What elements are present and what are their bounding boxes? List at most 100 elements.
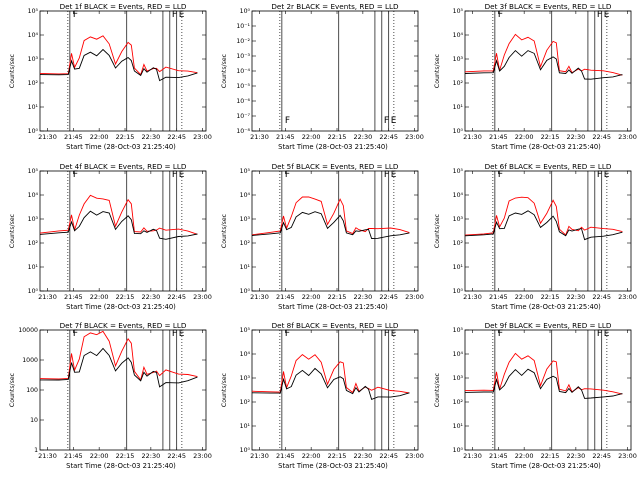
- x-tick-label: 21:45: [276, 133, 295, 141]
- marker-label: E: [179, 329, 185, 339]
- x-tick-label: 21:45: [489, 452, 508, 460]
- y-tick-label: 10²: [28, 240, 39, 247]
- x-tick-label: 23:00: [193, 133, 212, 141]
- marker-label: F: [498, 10, 503, 20]
- y-tick-label: 10⁻⁴: [236, 68, 250, 75]
- y-tick-label: 10⁵: [453, 8, 464, 15]
- y-tick-label: 10²: [453, 399, 464, 406]
- y-tick-label: 10²: [240, 240, 251, 247]
- marker-label: F: [285, 170, 290, 180]
- x-tick-label: 22:45: [379, 452, 398, 460]
- x-tick-label: 21:30: [463, 452, 482, 460]
- x-tick-label: 22:00: [302, 133, 321, 141]
- y-tick-label: 10²: [453, 240, 464, 247]
- series-events-line: [39, 210, 198, 240]
- marker-label: F: [73, 170, 78, 180]
- x-tick-label: 21:30: [463, 133, 482, 141]
- x-tick-label: 21:30: [250, 293, 269, 301]
- x-tick-label: 23:00: [618, 133, 637, 141]
- y-tick-label: 10⁵: [240, 327, 251, 334]
- x-tick-label: 22:45: [167, 133, 186, 141]
- y-tick-label: 10⁵: [28, 8, 39, 15]
- y-tick-label: 10⁻⁷: [236, 113, 250, 120]
- series-lld-line: [251, 196, 410, 236]
- y-tick-label: 10²: [28, 80, 39, 87]
- x-axis-label: Start Time (28-Oct-03 21:25:40): [278, 462, 388, 470]
- y-tick-label: 10⁰: [28, 128, 39, 135]
- x-axis-label: Start Time (28-Oct-03 21:25:40): [66, 303, 176, 311]
- x-tick-label: 22:30: [566, 133, 585, 141]
- plot-frame: [39, 10, 207, 132]
- x-tick-label: 22:15: [541, 133, 560, 141]
- x-axis-label: Start Time (28-Oct-03 21:25:40): [278, 303, 388, 311]
- series-lld-line: [39, 194, 198, 235]
- y-axis-label: Counts/sec: [221, 53, 228, 88]
- series-events-line: [464, 368, 623, 399]
- y-axis-label: Counts/sec: [434, 372, 441, 407]
- y-tick-label: 10⁰: [240, 447, 251, 454]
- y-tick-label: 10⁻⁶: [236, 98, 250, 105]
- y-tick-label: 10¹: [453, 104, 464, 111]
- y-tick-label: 10²: [240, 399, 251, 406]
- series-events-line: [39, 48, 198, 82]
- x-tick-label: 21:30: [38, 133, 57, 141]
- x-tick-label: 22:30: [566, 452, 585, 460]
- series-lld-line: [39, 35, 198, 76]
- x-tick-label: 22:30: [353, 133, 372, 141]
- panel-det7: Det 7f BLACK = Events, RED = LLD Counts/s…: [9, 321, 212, 470]
- marker-label: F: [597, 170, 602, 180]
- panel-det2: Det 2r BLACK = Events, RED = LLD Counts/s…: [221, 2, 424, 151]
- series-events-line: [251, 211, 410, 239]
- marker-label: F: [172, 329, 177, 339]
- y-tick-label: 100: [26, 387, 38, 394]
- plot-frame: [251, 329, 419, 451]
- panel-title: Det 4f BLACK = Events, RED = LLD: [60, 162, 187, 171]
- x-tick-label: 21:30: [38, 293, 57, 301]
- y-tick-label: 10³: [453, 216, 464, 223]
- marker-label: F: [384, 329, 389, 339]
- y-tick-label: 10⁻⁸: [236, 128, 250, 135]
- y-tick-label: 10¹: [453, 423, 464, 430]
- series-lld-line: [464, 196, 623, 236]
- marker-label: F: [498, 170, 503, 180]
- x-tick-label: 21:45: [276, 293, 295, 301]
- x-tick-label: 22:15: [116, 133, 135, 141]
- marker-label: E: [604, 10, 610, 20]
- x-tick-label: 21:30: [38, 452, 57, 460]
- y-tick-label: 10000: [18, 327, 38, 334]
- y-tick-label: 10⁰: [453, 288, 464, 295]
- marker-label: F: [73, 329, 78, 339]
- y-tick-label: 10⁰: [240, 8, 251, 15]
- y-tick-label: 10⁻³: [236, 53, 250, 60]
- panel-det3: Det 3f BLACK = Events, RED = LLD Counts/s…: [434, 2, 637, 151]
- x-tick-label: 23:00: [405, 293, 424, 301]
- x-tick-label: 22:15: [541, 452, 560, 460]
- x-tick-label: 22:45: [167, 293, 186, 301]
- panel-det8: Det 8f BLACK = Events, RED = LLD Counts/s…: [221, 321, 424, 470]
- x-tick-label: 23:00: [618, 293, 637, 301]
- y-tick-label: 10⁻²: [236, 38, 250, 45]
- y-tick-label: 10¹: [28, 104, 39, 111]
- y-tick-label: 10⁵: [453, 327, 464, 334]
- panel-title: Det 7f BLACK = Events, RED = LLD: [60, 321, 187, 330]
- y-tick-label: 10⁵: [240, 168, 251, 175]
- y-tick-label: 10⁰: [453, 447, 464, 454]
- x-tick-label: 23:00: [193, 452, 212, 460]
- y-tick-label: 1: [34, 447, 38, 454]
- x-tick-label: 21:45: [276, 452, 295, 460]
- x-axis-label: Start Time (28-Oct-03 21:25:40): [66, 462, 176, 470]
- x-tick-label: 21:45: [489, 293, 508, 301]
- x-tick-label: 22:45: [592, 293, 611, 301]
- panel-title: Det 1f BLACK = Events, RED = LLD: [60, 2, 187, 11]
- y-tick-label: 10⁴: [240, 192, 251, 199]
- marker-label: E: [179, 170, 185, 180]
- x-tick-label: 22:00: [90, 452, 109, 460]
- y-axis-label: Counts/sec: [9, 53, 16, 88]
- y-tick-label: 10⁵: [28, 168, 39, 175]
- panel-title: Det 9f BLACK = Events, RED = LLD: [485, 321, 612, 330]
- y-axis-label: Counts/sec: [9, 213, 16, 248]
- marker-label: E: [391, 170, 397, 180]
- marker-label: F: [172, 10, 177, 20]
- marker-label: F: [384, 170, 389, 180]
- y-tick-label: 10³: [240, 375, 251, 382]
